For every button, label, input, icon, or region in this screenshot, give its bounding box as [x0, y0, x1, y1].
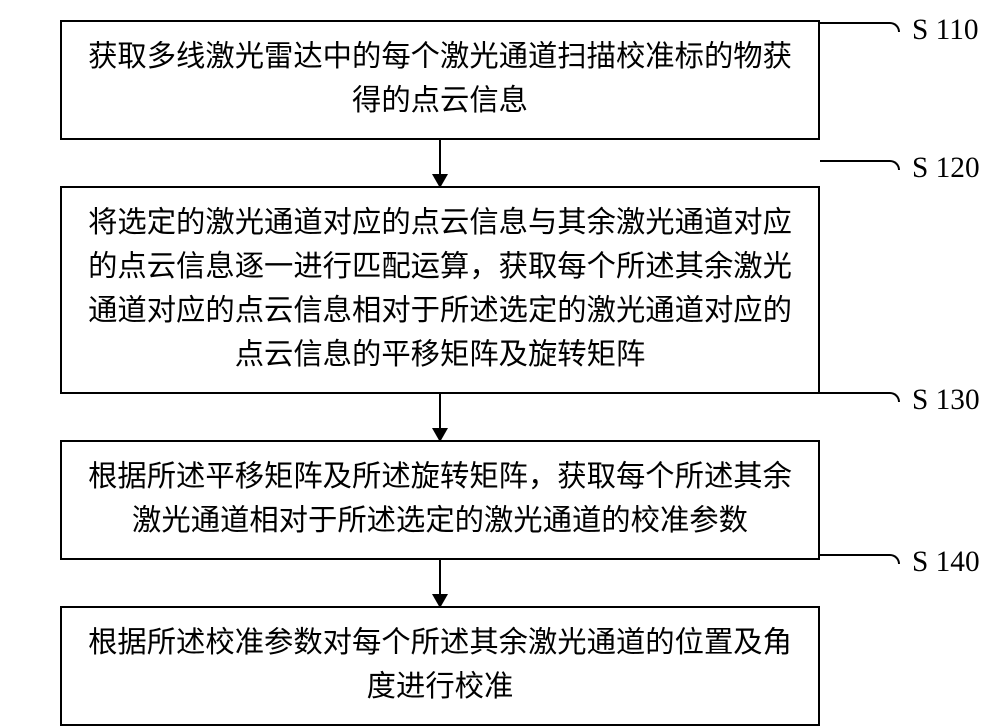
leader-line	[820, 392, 900, 402]
step-text: 根据所述平移矩阵及所述旋转矩阵，获取每个所述其余激光通道相对于所述选定的激光通道…	[86, 456, 794, 544]
step-box-s120: 将选定的激光通道对应的点云信息与其余激光通道对应的点云信息逐一进行匹配运算，获取…	[60, 186, 820, 394]
arrow	[439, 140, 441, 186]
step-box-s140: 根据所述校准参数对每个所述其余激光通道的位置及角度进行校准	[60, 606, 820, 726]
step-text: 获取多线激光雷达中的每个激光通道扫描校准标的物获得的点云信息	[86, 36, 794, 124]
step-label-s140: S 140	[912, 546, 980, 579]
leader-line	[820, 22, 900, 32]
step-label-s110: S 110	[912, 14, 979, 47]
leader-line	[820, 554, 900, 564]
leader-line	[820, 160, 900, 170]
step-label-s120: S 120	[912, 152, 980, 185]
step-label-s130: S 130	[912, 384, 980, 417]
arrow	[439, 560, 441, 606]
step-text: 根据所述校准参数对每个所述其余激光通道的位置及角度进行校准	[86, 622, 794, 710]
arrow	[439, 394, 441, 440]
step-box-s130: 根据所述平移矩阵及所述旋转矩阵，获取每个所述其余激光通道相对于所述选定的激光通道…	[60, 440, 820, 560]
flowchart-container: 获取多线激光雷达中的每个激光通道扫描校准标的物获得的点云信息将选定的激光通道对应…	[60, 20, 820, 726]
step-text: 将选定的激光通道对应的点云信息与其余激光通道对应的点云信息逐一进行匹配运算，获取…	[86, 202, 794, 378]
step-box-s110: 获取多线激光雷达中的每个激光通道扫描校准标的物获得的点云信息	[60, 20, 820, 140]
